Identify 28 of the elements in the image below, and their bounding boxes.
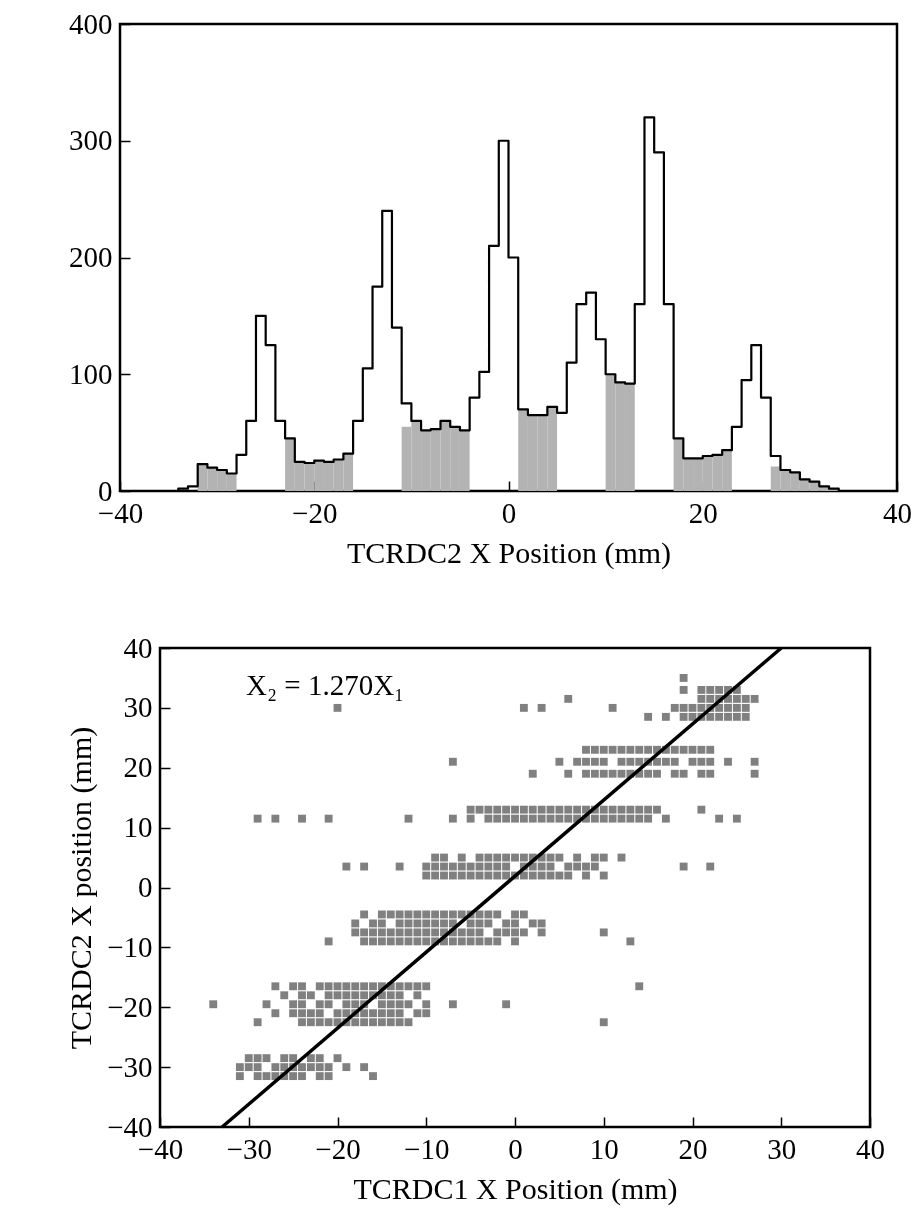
x-tick-label: 10 — [589, 1132, 619, 1165]
y-tick-label: 30 — [123, 691, 153, 724]
x-tick-label: 40 — [883, 496, 912, 529]
y-tick-label: 100 — [69, 357, 113, 390]
y-tick-label: −20 — [107, 990, 153, 1023]
y-tick-label: 400 — [69, 7, 113, 40]
x-axis-title: TCRDC1 X Position (mm) — [353, 1171, 678, 1206]
x-tick-label: −10 — [404, 1132, 450, 1165]
x-tick-label: 20 — [678, 1132, 708, 1165]
x-tick-label: 30 — [767, 1132, 797, 1165]
x-tick-label: −30 — [226, 1132, 272, 1165]
y-tick-label: 300 — [69, 124, 113, 157]
y-tick-label: 0 — [138, 871, 153, 903]
y-tick-label: −30 — [107, 1050, 153, 1083]
y-tick-label: 40 — [123, 631, 153, 664]
x-tick-label: 0 — [508, 1132, 523, 1165]
annotation: X₂ = 1.270X₁ — [246, 669, 405, 701]
y-tick-label: 200 — [69, 241, 113, 273]
x-tick-label: 40 — [856, 1132, 885, 1165]
x-axis-title: TCRDC2 X Position (mm) — [346, 535, 672, 570]
y-tick-label: 10 — [123, 811, 153, 844]
x-tick-label: 20 — [688, 496, 718, 529]
y-tick-label: −10 — [107, 930, 153, 963]
y-tick-label: 20 — [123, 751, 153, 784]
x-tick-label: −20 — [292, 496, 338, 529]
x-tick-label: −20 — [315, 1132, 361, 1165]
x-tick-label: 0 — [501, 496, 517, 529]
y-axis-title: TCRDC2 X position (mm) — [64, 726, 99, 1050]
